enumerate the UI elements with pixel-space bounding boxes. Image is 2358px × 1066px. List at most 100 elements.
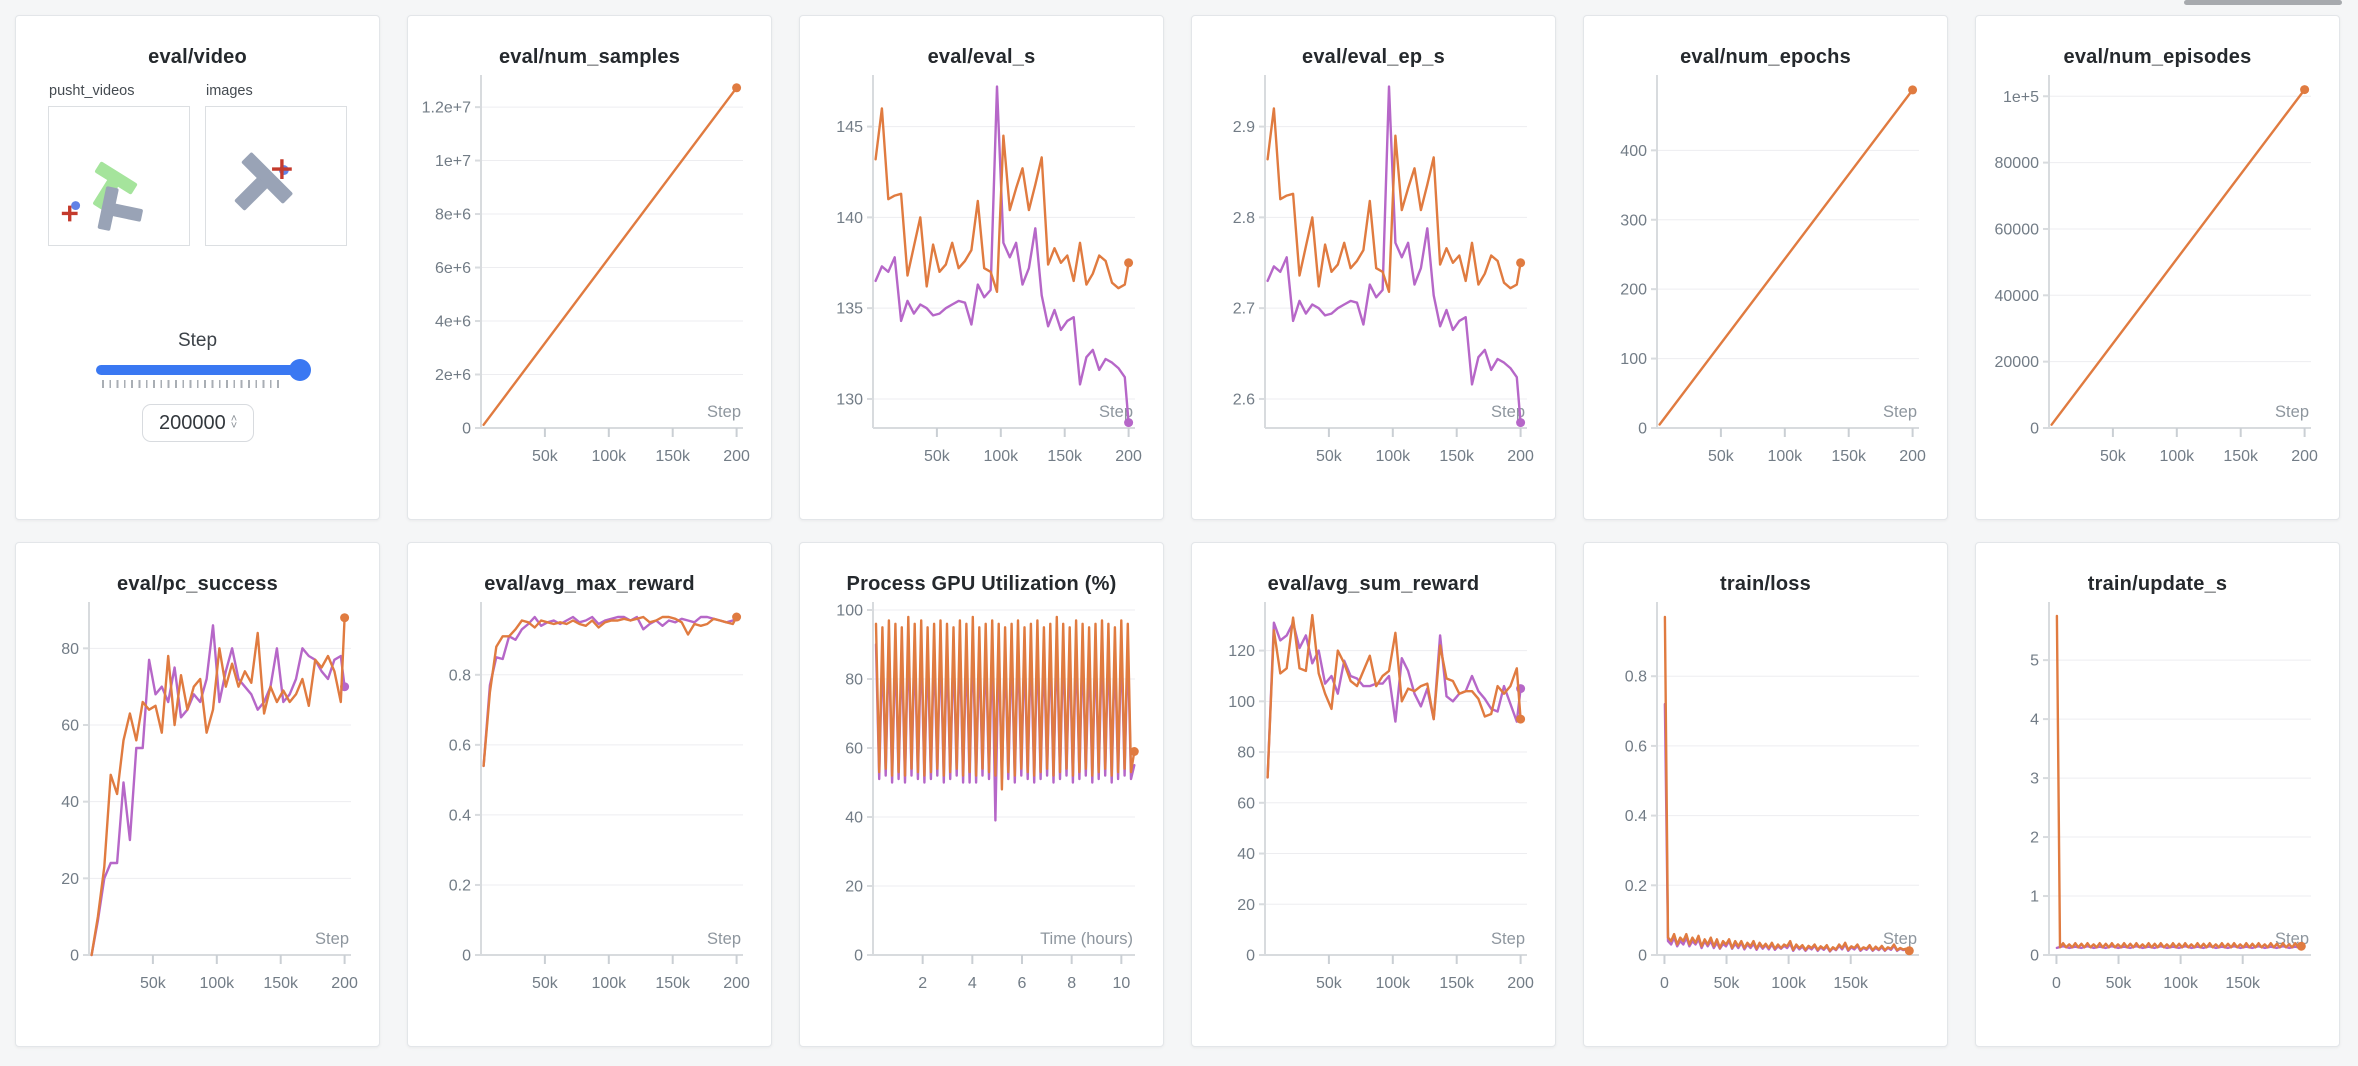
chart-title: eval/pc_success: [117, 573, 278, 595]
svg-text:Step: Step: [1491, 403, 1525, 421]
panel-eval-avg-sum-reward[interactable]: eval/avg_sum_reward 0 20 40 60 80 100 120 50k 10…: [1191, 542, 1556, 1047]
step-value-input[interactable]: [157, 411, 226, 435]
svg-text:200: 200: [1507, 448, 1534, 465]
chart-canvas-eval-avg-max-reward[interactable]: 0 0.2 0.4 0.6 0.8 50k 100k 150k 200 Step: [409, 600, 770, 1046]
chart-canvas-eval-avg-sum-reward[interactable]: 0 20 40 60 80 100 120 50k 100k 150k 200 Step: [1193, 600, 1554, 1046]
svg-text:200: 200: [2291, 448, 2318, 465]
svg-text:80: 80: [61, 641, 79, 658]
svg-text:200: 200: [1507, 975, 1534, 992]
stepper-spinner[interactable]: ˄ ˅: [230, 413, 238, 432]
page-scrollbar-thumb[interactable]: [2184, 0, 2342, 5]
svg-text:200: 200: [723, 448, 750, 465]
svg-text:50k: 50k: [532, 975, 559, 992]
gray-t-block: [234, 152, 293, 211]
panel-eval-num-epochs[interactable]: eval/num_epochs 0 100 200 300 400 50k 100k 150k…: [1583, 15, 1948, 520]
image-thumbnail[interactable]: [205, 106, 347, 246]
panel-eval-video[interactable]: eval/video pusht_videos: [15, 15, 380, 520]
panel-train-loss[interactable]: train/loss 0 0.2 0.4 0.6 0.8 0 50k 100k 150k Step: [1583, 542, 1948, 1047]
slider-track[interactable]: [95, 365, 300, 375]
pusht-env-render: [61, 161, 143, 231]
chart-canvas-eval-num-samples[interactable]: 0 2e+6 4e+6 6e+6 8e+6 1e+7 1.2e+7 50k 100k 150k 20…: [409, 73, 770, 519]
svg-text:50k: 50k: [1714, 975, 1741, 992]
gray-t-block: [97, 186, 143, 231]
chart-canvas-eval-eval-s[interactable]: 130 135 140 145 50k 100k 150k 200 Step: [801, 73, 1162, 519]
svg-text:0: 0: [2030, 948, 2039, 965]
svg-text:0: 0: [2052, 975, 2061, 992]
slider-thumb[interactable]: [288, 359, 311, 381]
svg-text:100: 100: [836, 603, 863, 620]
chart-title: eval/eval_ep_s: [1302, 46, 1445, 68]
svg-text:100k: 100k: [1767, 448, 1803, 465]
spinner-up-icon[interactable]: ˄: [230, 413, 238, 425]
svg-text:Step: Step: [707, 930, 741, 948]
svg-text:200: 200: [1899, 448, 1926, 465]
slider-tick-ruler: [102, 380, 284, 388]
panel-eval-avg-max-reward[interactable]: eval/avg_max_reward 0 0.2 0.4 0.6 0.8 50k 100k…: [407, 542, 772, 1047]
svg-text:6: 6: [1018, 975, 1027, 992]
svg-text:100k: 100k: [199, 975, 235, 992]
chart-title: eval/avg_max_reward: [484, 573, 695, 595]
panel-train-update-s[interactable]: train/update_s 0 1 2 3 4 5 0 50k 100k 150k Step: [1975, 542, 2340, 1047]
svg-text:0: 0: [1638, 421, 1647, 438]
svg-text:140: 140: [836, 210, 863, 227]
svg-text:100: 100: [1228, 694, 1255, 711]
svg-text:50k: 50k: [2106, 975, 2133, 992]
step-slider[interactable]: [95, 359, 311, 381]
svg-text:80000: 80000: [1995, 155, 2040, 172]
svg-text:100k: 100k: [591, 975, 627, 992]
panel-process-gpu-utilization[interactable]: Process GPU Utilization (%) 0 20 40 60 80 100…: [799, 542, 1164, 1047]
svg-text:10: 10: [1112, 975, 1130, 992]
agent-dot: [71, 201, 81, 211]
panel-eval-eval-ep-s[interactable]: eval/eval_ep_s 2.6 2.7 2.8 2.9 50k 100k 150k 20…: [1191, 15, 1556, 520]
chart-canvas-eval-num-epochs[interactable]: 0 100 200 300 400 50k 100k 150k 200 Step: [1585, 73, 1946, 519]
svg-text:100k: 100k: [591, 448, 627, 465]
svg-text:0: 0: [462, 948, 471, 965]
svg-text:200: 200: [1115, 448, 1142, 465]
panel-eval-pc-success[interactable]: eval/pc_success 0 20 40 60 80 50k 100k 150k 200 S…: [15, 542, 380, 1047]
svg-text:40: 40: [61, 794, 79, 811]
media-item-images[interactable]: images: [205, 83, 347, 246]
chart-canvas-eval-eval-ep-s[interactable]: 2.6 2.7 2.8 2.9 50k 100k 150k 200 Step: [1193, 73, 1554, 519]
svg-text:150k: 150k: [2225, 975, 2261, 992]
svg-text:40000: 40000: [1995, 288, 2040, 305]
svg-text:0.4: 0.4: [449, 807, 471, 824]
svg-text:100k: 100k: [1771, 975, 1807, 992]
svg-text:100: 100: [1620, 351, 1647, 368]
panel-eval-num-episodes[interactable]: eval/num_episodes 0 20000 40000 60000 80000 1…: [1975, 15, 2340, 520]
chart-canvas-train-update-s[interactable]: 0 1 2 3 4 5 0 50k 100k 150k Step: [1977, 600, 2338, 1046]
chart-canvas-process-gpu-utilization[interactable]: 0 20 40 60 80 100 2 4 6 8 10 Time (hours): [801, 600, 1162, 1046]
svg-text:100k: 100k: [2159, 448, 2195, 465]
spinner-down-icon[interactable]: ˅: [230, 420, 238, 432]
media-item-pusht-videos[interactable]: pusht_videos: [48, 83, 190, 246]
svg-text:4e+6: 4e+6: [435, 314, 471, 331]
panel-eval-num-samples[interactable]: eval/num_samples 0 2e+6 4e+6 6e+6 8e+6 1e+7 1.…: [407, 15, 772, 520]
svg-text:0: 0: [1660, 975, 1669, 992]
panel-eval-eval-s[interactable]: eval/eval_s 130 135 140 145 50k 100k 150k 200 St…: [799, 15, 1164, 520]
svg-text:150k: 150k: [1047, 448, 1083, 465]
svg-text:4: 4: [2030, 712, 2039, 729]
svg-text:50k: 50k: [1316, 975, 1343, 992]
svg-text:50k: 50k: [1708, 448, 1735, 465]
svg-text:1e+5: 1e+5: [2003, 89, 2039, 106]
svg-text:130: 130: [836, 391, 863, 408]
svg-text:20: 20: [845, 879, 863, 896]
svg-text:150k: 150k: [263, 975, 299, 992]
svg-text:50k: 50k: [140, 975, 167, 992]
svg-text:2: 2: [918, 975, 927, 992]
svg-text:8e+6: 8e+6: [435, 207, 471, 224]
svg-text:60: 60: [845, 741, 863, 758]
goal-cross: [61, 205, 78, 222]
media-caption: pusht_videos: [49, 83, 135, 99]
svg-text:200: 200: [723, 975, 750, 992]
video-thumbnail[interactable]: [48, 106, 190, 246]
svg-text:0.8: 0.8: [449, 667, 471, 684]
chart-canvas-eval-pc-success[interactable]: 0 20 40 60 80 50k 100k 150k 200 Step: [17, 600, 378, 1046]
svg-text:Step: Step: [1099, 403, 1133, 421]
media-caption: images: [206, 83, 253, 99]
svg-text:0: 0: [70, 948, 79, 965]
svg-text:Step: Step: [1883, 403, 1917, 421]
chart-title: eval/num_samples: [498, 46, 681, 68]
chart-canvas-eval-num-episodes[interactable]: 0 20000 40000 60000 80000 1e+5 50k 100k 150k 200 S…: [1977, 73, 2338, 519]
chart-canvas-train-loss[interactable]: 0 0.2 0.4 0.6 0.8 0 50k 100k 150k Step: [1585, 600, 1946, 1046]
step-value-stepper[interactable]: ˄ ˅: [141, 404, 254, 442]
